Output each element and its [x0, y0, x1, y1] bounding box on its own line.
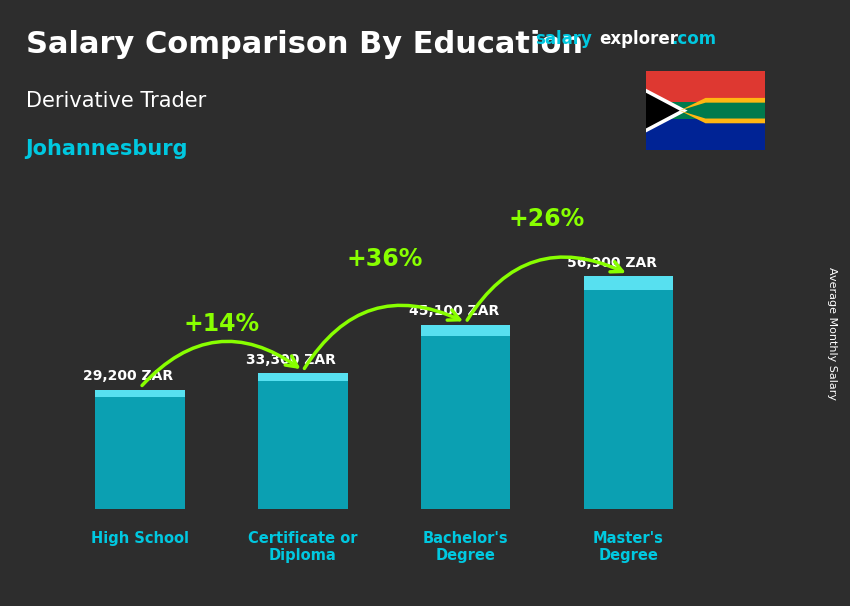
Text: 45,100 ZAR: 45,100 ZAR — [409, 304, 499, 318]
Bar — [646, 102, 765, 119]
Bar — [584, 276, 673, 509]
Text: Average Monthly Salary: Average Monthly Salary — [827, 267, 837, 400]
Text: 33,300 ZAR: 33,300 ZAR — [246, 353, 336, 367]
Text: .com: .com — [672, 30, 717, 48]
Bar — [95, 390, 185, 397]
Bar — [258, 373, 348, 509]
Text: Derivative Trader: Derivative Trader — [26, 91, 206, 111]
Bar — [258, 373, 348, 381]
Bar — [95, 390, 185, 509]
Text: +36%: +36% — [346, 247, 422, 271]
Text: +14%: +14% — [184, 311, 259, 336]
Polygon shape — [680, 110, 765, 123]
Polygon shape — [646, 93, 680, 128]
Polygon shape — [680, 98, 765, 110]
Text: +26%: +26% — [509, 207, 585, 231]
Bar — [421, 325, 511, 509]
Text: Johannesburg: Johannesburg — [26, 139, 188, 159]
Polygon shape — [646, 88, 688, 133]
Bar — [646, 110, 765, 150]
Text: salary: salary — [536, 30, 592, 48]
Bar — [646, 71, 765, 110]
Text: 56,900 ZAR: 56,900 ZAR — [567, 256, 656, 270]
Bar — [421, 325, 511, 336]
Text: Salary Comparison By Education: Salary Comparison By Education — [26, 30, 582, 59]
Text: 29,200 ZAR: 29,200 ZAR — [83, 370, 173, 384]
Bar — [584, 276, 673, 290]
Text: explorer: explorer — [599, 30, 678, 48]
